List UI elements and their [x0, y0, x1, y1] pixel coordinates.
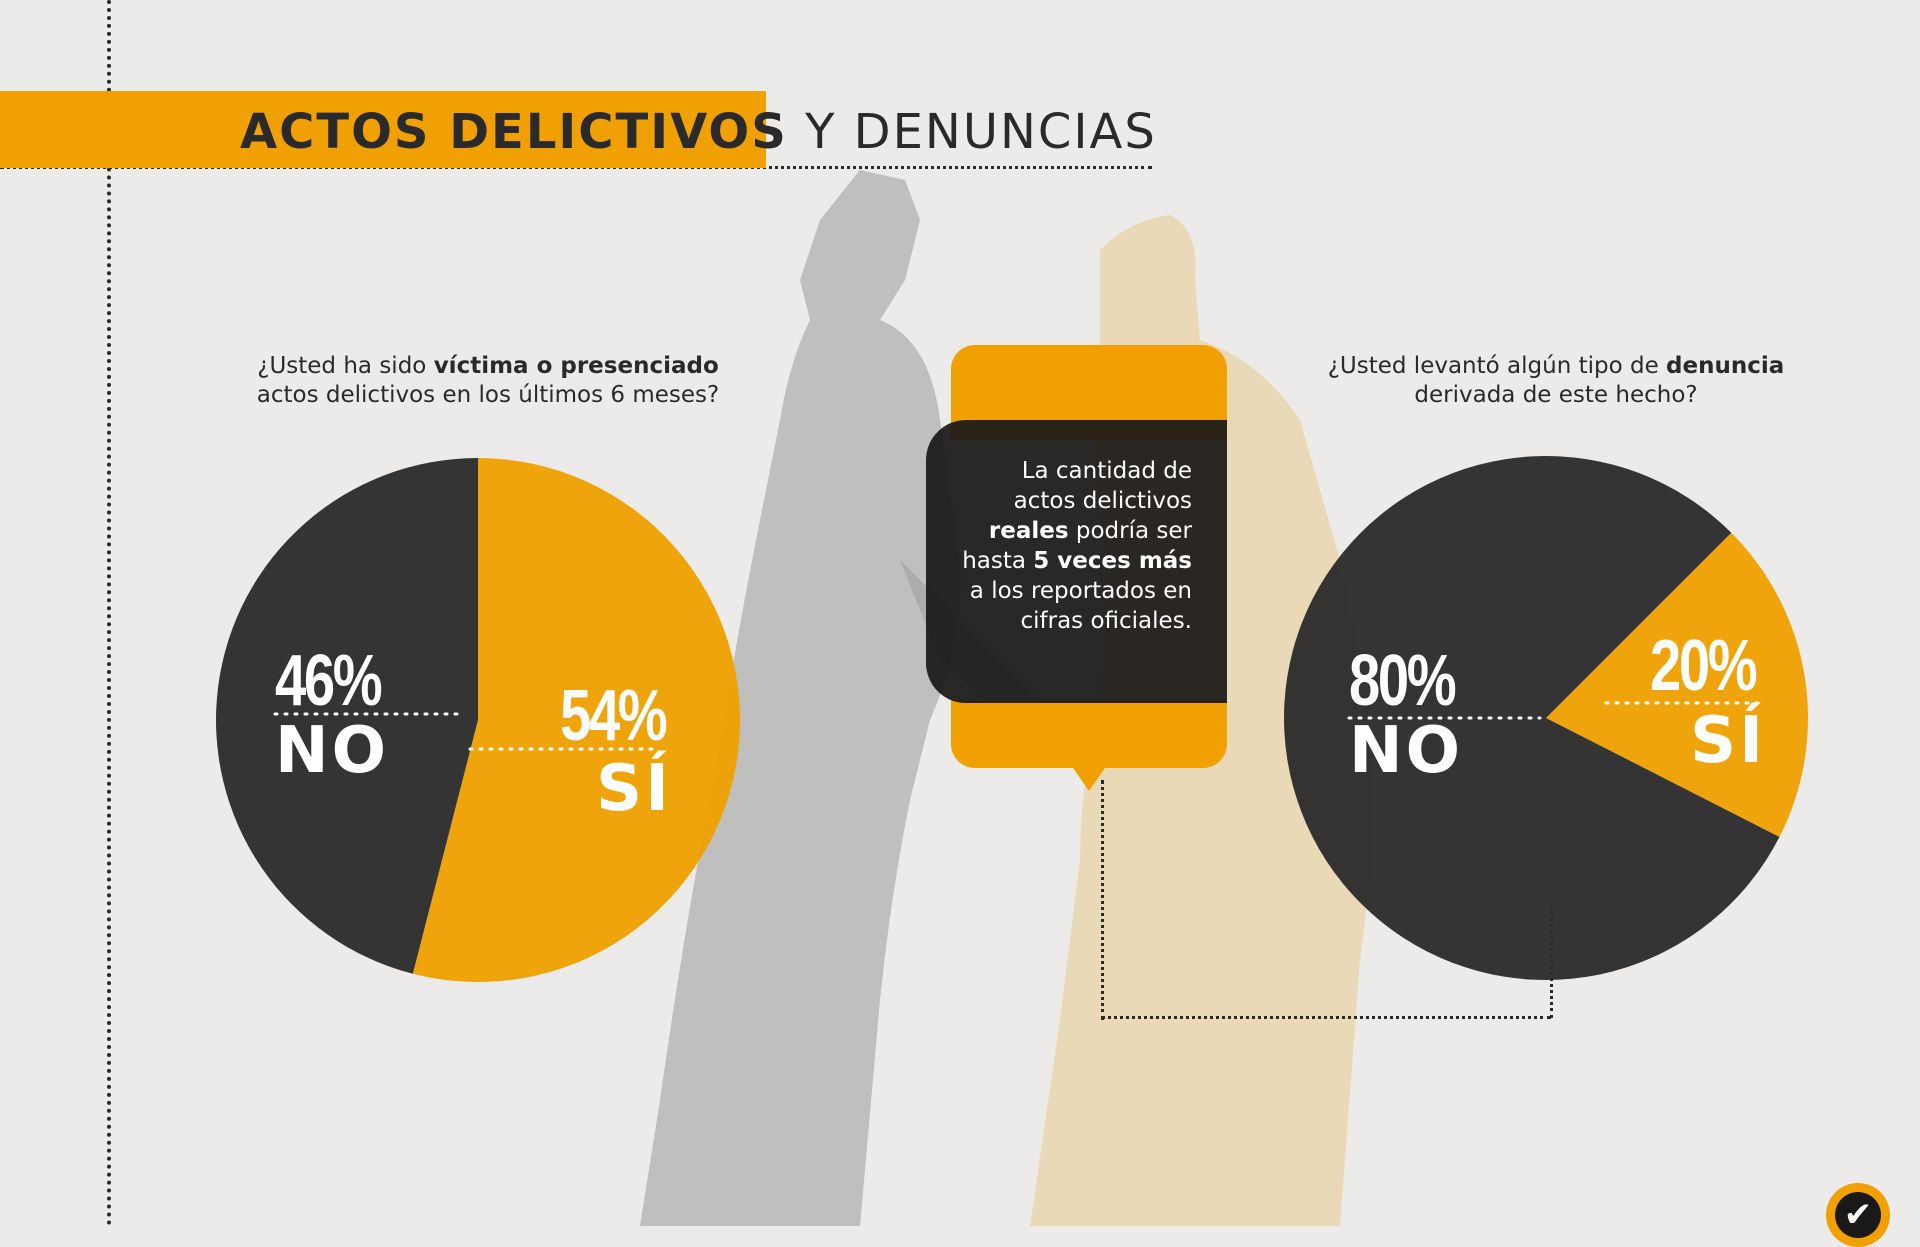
pct-label-no: 46%: [275, 640, 381, 720]
checkmark-icon: ✔: [1835, 1192, 1881, 1238]
left-dotted-guide: [107, 0, 111, 1226]
pie-slice-si: [412, 458, 740, 982]
pie-slice-si: [1546, 532, 1809, 837]
callout-pointer: [1071, 765, 1107, 791]
question-right-text-2: derivada de este hecho?: [1414, 382, 1698, 408]
pct-label-si: 20%: [1650, 625, 1756, 705]
pie-slice-no: [215, 458, 478, 974]
question-right: ¿Usted levantó algún tipo de denuncia de…: [1296, 352, 1816, 410]
callout-text-2: podría ser hasta: [962, 518, 1192, 574]
title-highlight-bar: [0, 91, 766, 168]
title-bold: ACTOS DELICTIVOS: [240, 104, 788, 160]
callout-panel: [926, 420, 1227, 703]
answer-label-no: NO: [275, 714, 389, 788]
question-left-bold: víctima o presenciado: [433, 353, 719, 379]
bottom-dotted-connector: [1101, 1016, 1551, 1019]
question-right-text-1: ¿Usted levantó algún tipo de: [1327, 353, 1667, 379]
grey-man-figure: [640, 170, 961, 1226]
question-left-text-1: ¿Usted ha sido: [257, 353, 434, 379]
answer-label-si: SÍ: [596, 750, 672, 826]
callout-text-3: a los reportados en cifras oficiales.: [969, 578, 1192, 634]
page-title: ACTOS DELICTIVOS Y DENUNCIAS: [240, 104, 1157, 160]
pct-label-si: 54%: [560, 675, 666, 755]
callout-bold-2: 5 veces más: [1033, 548, 1192, 574]
callout-bold-1: reales: [988, 518, 1069, 544]
callout-bottom: [951, 700, 1227, 768]
answer-label-no: NO: [1349, 714, 1463, 788]
pie-chart-1: 54%SÍ 46%NO: [215, 458, 740, 982]
answer-label-si: SÍ: [1690, 702, 1766, 778]
question-left: ¿Usted ha sido víctima o presenciado act…: [218, 352, 758, 410]
question-right-bold: denuncia: [1666, 353, 1785, 379]
pct-label-no: 80%: [1349, 640, 1455, 720]
pie-chart-2: 20%SÍ 80%NO: [1284, 456, 1809, 980]
callout-text-1: La cantidad de actos delictivos: [1013, 458, 1192, 514]
callout-text: La cantidad de actos delictivos reales p…: [960, 456, 1192, 636]
title-regular: Y DENUNCIAS: [805, 104, 1157, 160]
question-left-text-2: actos delictivos en los últimos 6 meses?: [256, 382, 720, 408]
callout-dotted-connector: [1101, 780, 1104, 1020]
